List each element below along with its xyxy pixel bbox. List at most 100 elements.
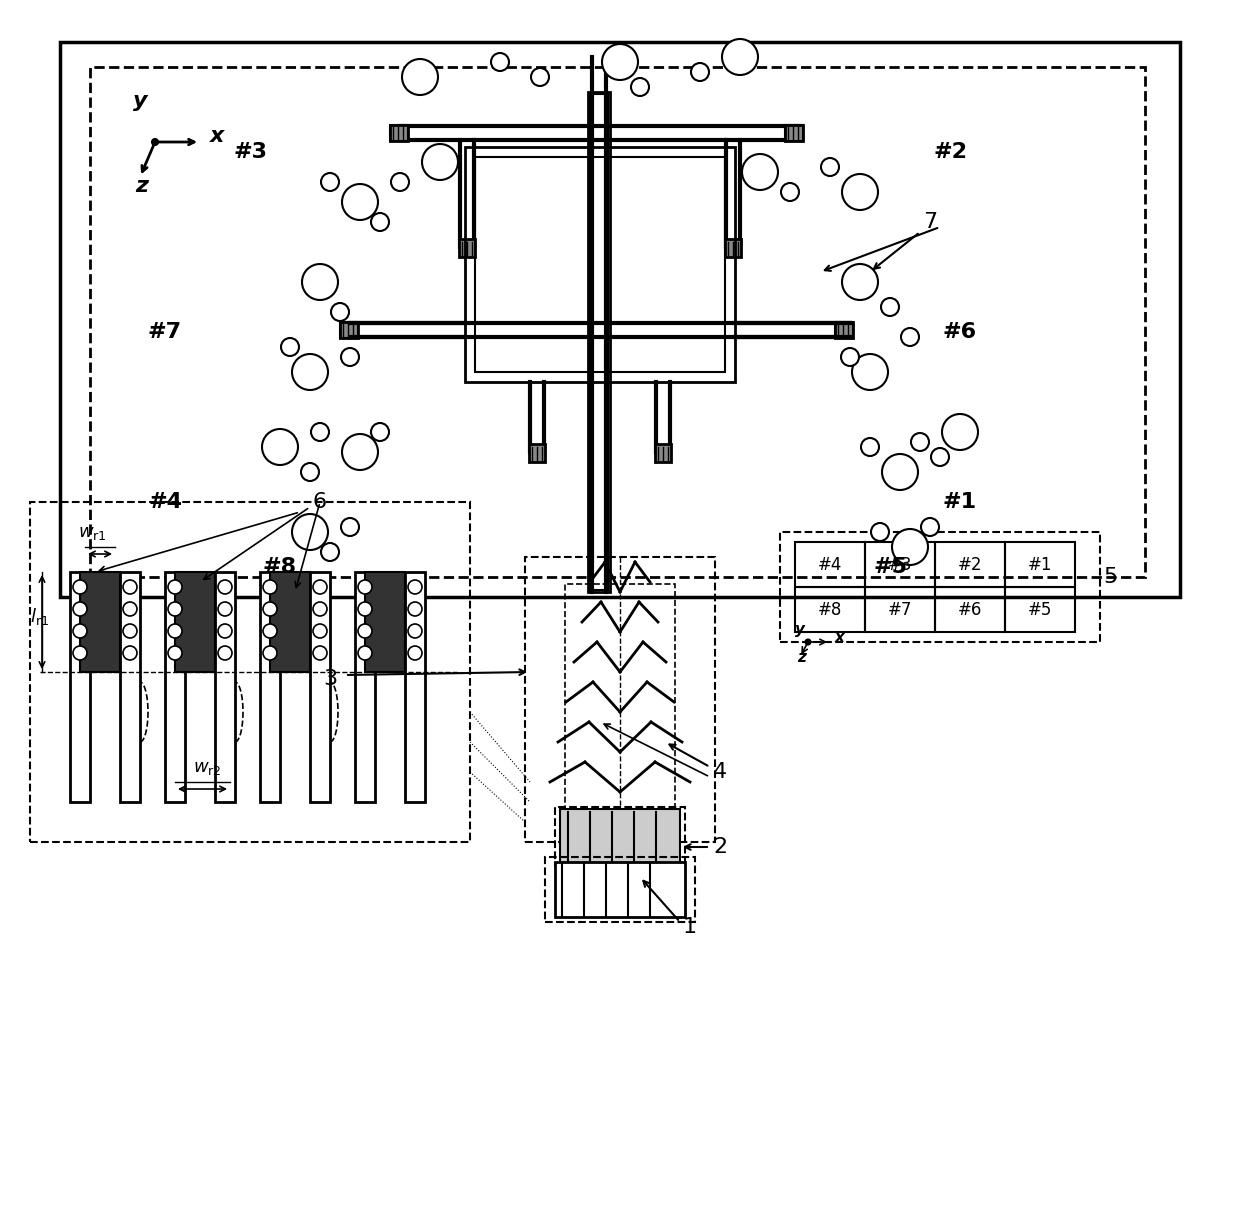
Circle shape	[371, 423, 389, 441]
Circle shape	[331, 303, 348, 322]
Bar	[546, 857, 694, 922]
Bar	[835, 322, 853, 338]
Circle shape	[806, 639, 811, 644]
Circle shape	[880, 298, 899, 315]
Bar	[785, 124, 804, 140]
Circle shape	[218, 602, 232, 616]
Bar	[565, 584, 675, 814]
Circle shape	[123, 646, 136, 660]
Text: #1: #1	[1028, 556, 1053, 574]
Circle shape	[942, 414, 978, 450]
Circle shape	[153, 139, 157, 145]
Text: $w_{\rm r1}$: $w_{\rm r1}$	[78, 524, 107, 542]
Circle shape	[821, 158, 839, 176]
Text: #4: #4	[148, 492, 182, 513]
Circle shape	[841, 347, 859, 366]
Text: 1: 1	[683, 917, 697, 938]
Bar	[475, 156, 725, 372]
Bar	[365, 572, 405, 671]
Circle shape	[342, 184, 378, 221]
Text: #5: #5	[1028, 600, 1053, 618]
Circle shape	[852, 354, 888, 391]
Circle shape	[321, 543, 339, 561]
Bar	[340, 322, 358, 338]
Text: #8: #8	[263, 557, 298, 577]
Circle shape	[601, 44, 639, 80]
Bar	[391, 124, 408, 140]
Circle shape	[303, 264, 339, 301]
Text: $l_{\rm r1}$: $l_{\rm r1}$	[30, 606, 50, 627]
Bar	[1004, 586, 1075, 632]
Text: #7: #7	[888, 600, 913, 618]
Circle shape	[531, 68, 549, 86]
Circle shape	[781, 184, 799, 201]
Text: y: y	[133, 91, 148, 111]
Circle shape	[391, 172, 409, 191]
Bar	[560, 809, 680, 864]
Bar	[69, 572, 91, 802]
Circle shape	[371, 213, 389, 232]
Circle shape	[263, 623, 277, 638]
Bar	[529, 444, 546, 462]
Circle shape	[73, 623, 87, 638]
Circle shape	[861, 439, 879, 456]
Circle shape	[408, 623, 422, 638]
Circle shape	[911, 432, 929, 451]
Circle shape	[291, 354, 329, 391]
Bar	[60, 42, 1180, 598]
Text: z: z	[135, 176, 148, 196]
Bar	[310, 572, 330, 802]
Circle shape	[631, 78, 649, 96]
Bar	[835, 322, 853, 338]
Bar	[355, 572, 374, 802]
Bar	[165, 572, 185, 802]
Text: #4: #4	[818, 556, 842, 574]
Circle shape	[263, 602, 277, 616]
Circle shape	[842, 174, 878, 209]
Text: #1: #1	[942, 492, 977, 513]
Bar	[935, 586, 1004, 632]
Text: x: x	[835, 630, 844, 646]
Text: #3: #3	[233, 142, 267, 161]
Circle shape	[312, 602, 327, 616]
Circle shape	[341, 347, 360, 366]
Text: #2: #2	[957, 556, 982, 574]
Circle shape	[358, 602, 372, 616]
Bar	[120, 572, 140, 802]
Circle shape	[123, 602, 136, 616]
Bar	[795, 586, 866, 632]
Circle shape	[892, 529, 928, 565]
Text: #6: #6	[942, 322, 977, 342]
Bar	[175, 572, 215, 671]
Circle shape	[691, 63, 709, 81]
Circle shape	[123, 580, 136, 594]
Circle shape	[882, 455, 918, 490]
Circle shape	[408, 602, 422, 616]
Bar	[525, 557, 715, 841]
Bar	[30, 501, 470, 841]
Bar	[391, 124, 408, 140]
Circle shape	[123, 623, 136, 638]
Circle shape	[167, 623, 182, 638]
Bar	[866, 542, 935, 586]
Circle shape	[312, 580, 327, 594]
Bar	[270, 572, 310, 671]
Text: #3: #3	[888, 556, 913, 574]
Circle shape	[870, 524, 889, 541]
Circle shape	[312, 623, 327, 638]
Circle shape	[931, 448, 949, 466]
Circle shape	[167, 646, 182, 660]
Circle shape	[281, 338, 299, 356]
Circle shape	[263, 646, 277, 660]
Circle shape	[901, 328, 919, 346]
Circle shape	[311, 423, 329, 441]
Bar	[405, 572, 425, 802]
Text: #2: #2	[932, 142, 967, 161]
Circle shape	[218, 646, 232, 660]
Circle shape	[262, 429, 298, 464]
Circle shape	[921, 517, 939, 536]
Bar	[260, 572, 280, 802]
Circle shape	[342, 434, 378, 469]
Circle shape	[312, 646, 327, 660]
Circle shape	[422, 144, 458, 180]
